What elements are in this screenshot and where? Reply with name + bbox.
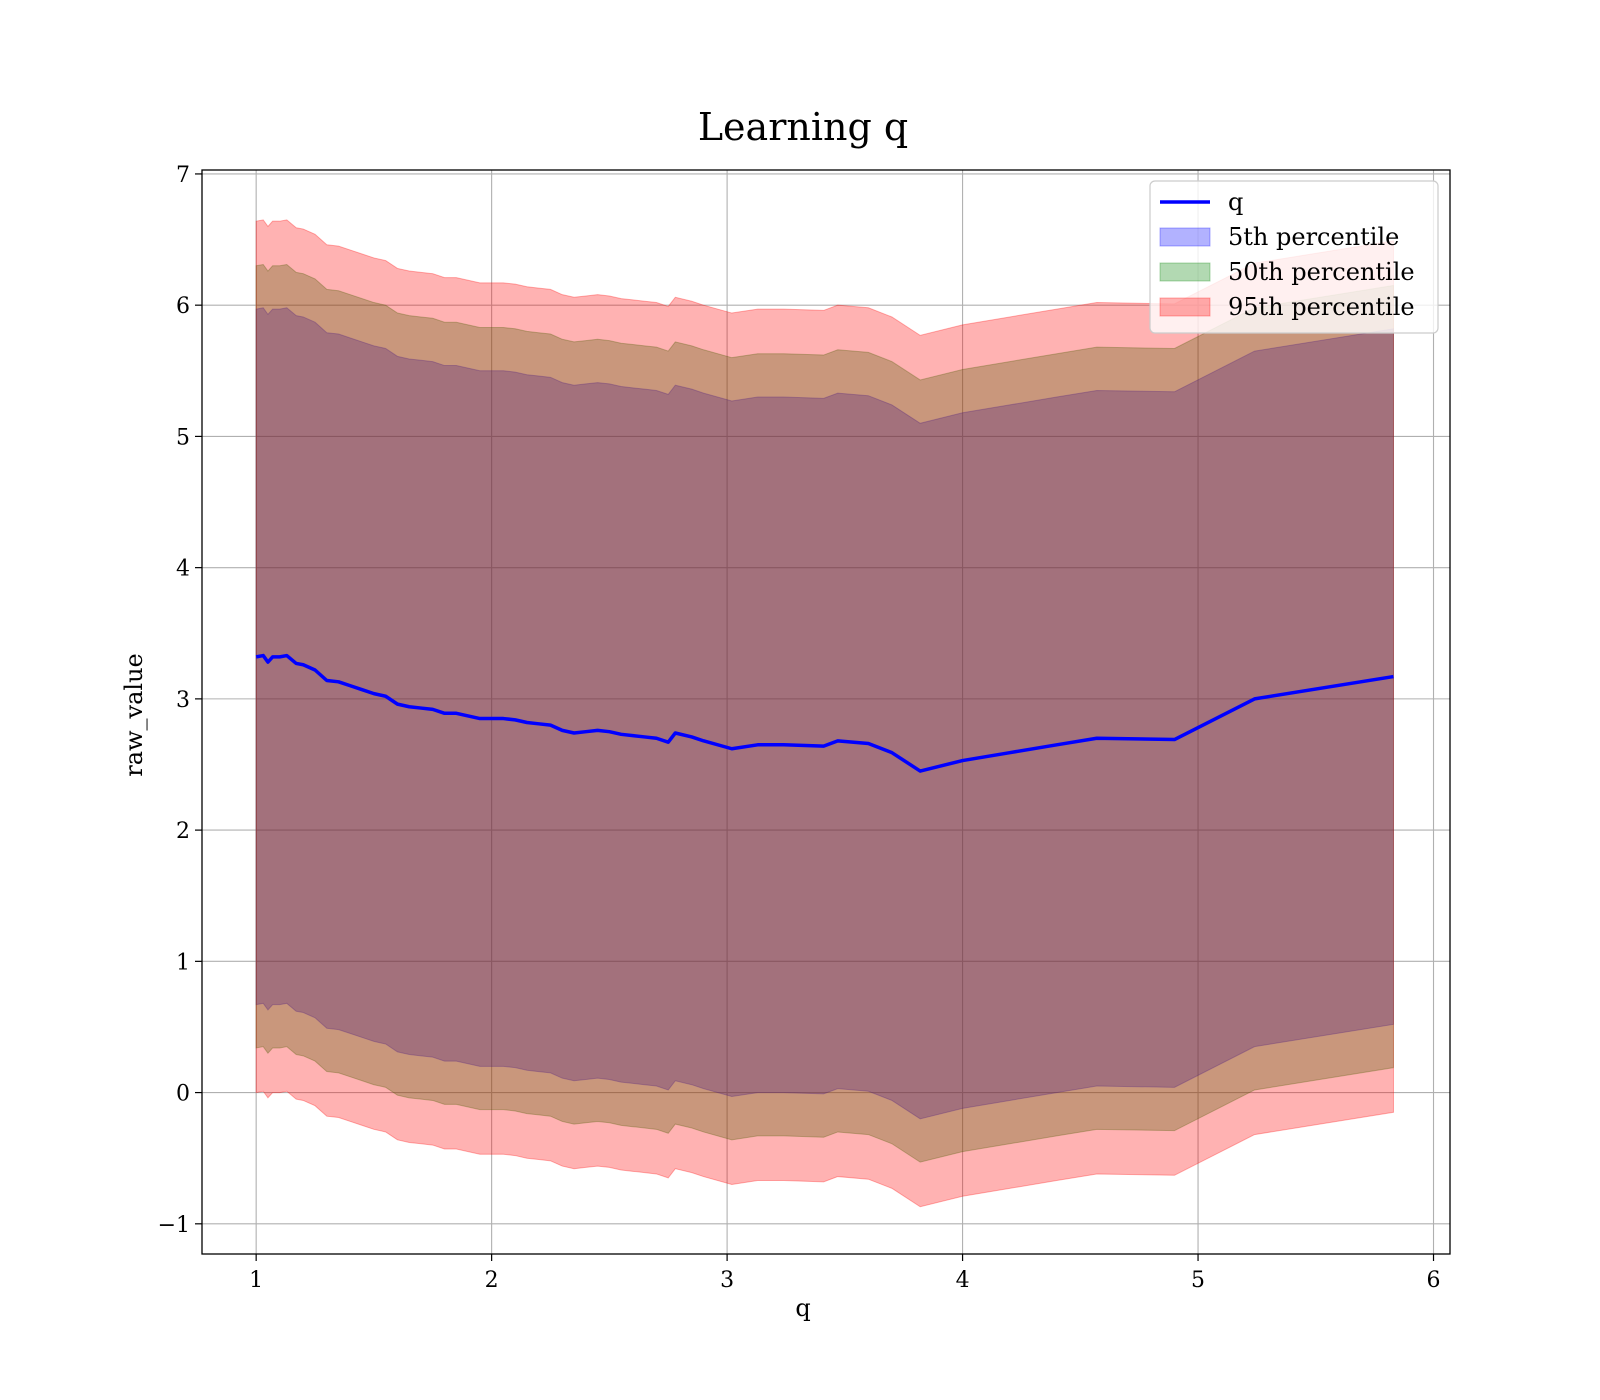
legend-swatch-50th-percentile — [1159, 262, 1211, 282]
plot-frame — [201, 169, 1451, 1255]
legend: q 5th percentile 50th percentile 95th perce… — [1149, 180, 1439, 334]
legend-label: q — [1228, 188, 1243, 216]
legend-swatch-95th-percentile — [1159, 297, 1211, 317]
x-tick-label: 1 — [249, 1268, 263, 1293]
y-tick-label: 7 — [176, 163, 190, 188]
legend-label: 95th percentile — [1228, 293, 1415, 321]
x-axis-label: q — [795, 1294, 810, 1322]
x-tick-label: 4 — [956, 1268, 970, 1293]
y-axis-label: raw_value — [120, 653, 148, 777]
legend-box — [1149, 180, 1439, 334]
band-5th-percentile — [255, 307, 1394, 1120]
x-tick-label: 3 — [720, 1268, 734, 1293]
y-tick-label: 3 — [176, 688, 190, 713]
band-95th-percentile — [255, 219, 1394, 1208]
y-tick-label: 0 — [176, 1082, 190, 1107]
plot-area: 1 2 3 4 5 6 −1 0 1 2 3 4 5 6 7 — [158, 163, 1451, 1293]
y-tick-label: 2 — [176, 819, 190, 844]
x-tick-label: 5 — [1191, 1268, 1205, 1293]
legend-swatch-5th-percentile — [1159, 227, 1211, 247]
x-tick-label: 6 — [1427, 1268, 1441, 1293]
chart-title: Learning q — [698, 105, 908, 149]
y-tick-label: 4 — [176, 557, 190, 582]
y-tick-label: 1 — [176, 950, 190, 975]
legend-label: 50th percentile — [1228, 258, 1415, 286]
legend-label: 5th percentile — [1228, 223, 1399, 251]
y-tick-label: 6 — [176, 294, 190, 319]
band-50th-percentile — [255, 263, 1394, 1163]
y-tick-label: −1 — [158, 1213, 190, 1238]
series-line-q — [255, 653, 1394, 773]
x-tick-label: 2 — [485, 1268, 499, 1293]
y-tick-label: 5 — [176, 425, 190, 450]
